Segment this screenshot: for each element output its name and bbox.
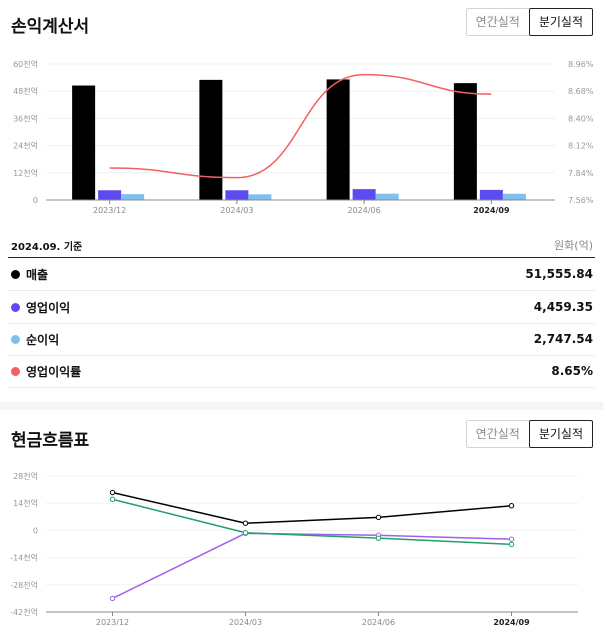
cashflow-tab-annual[interactable]: 연간실적 bbox=[465, 420, 530, 448]
income-row-net-income: 순이익 2,747.54 bbox=[8, 323, 595, 356]
legend-dot-net-income bbox=[11, 334, 20, 344]
row-value: 51,555.84 bbox=[525, 267, 593, 281]
y2-tick-label: 8.68% bbox=[568, 87, 594, 96]
data-point bbox=[508, 503, 515, 509]
y2-tick-label: 8.96% bbox=[568, 60, 594, 69]
y2-tick-label: 7.56% bbox=[568, 196, 594, 205]
data-point bbox=[242, 530, 249, 536]
unit-label: 원화(억) bbox=[554, 239, 593, 252]
y-tick-label: -28천억 bbox=[10, 580, 38, 590]
x-tick-label: 2024/03 bbox=[220, 206, 253, 215]
x-tick-label: 2023/12 bbox=[96, 618, 129, 627]
data-point bbox=[109, 595, 116, 602]
data-point bbox=[375, 514, 382, 521]
data-point bbox=[508, 536, 515, 542]
y2-tick-label: 7.84% bbox=[568, 169, 594, 178]
bar-operating-profit bbox=[352, 189, 376, 200]
y-tick-label: 36천억 bbox=[13, 113, 38, 123]
row-label: 순이익 bbox=[26, 332, 60, 347]
y-tick-label: -14천억 bbox=[10, 553, 38, 563]
cashflow-tabs: 연간실적 분기실적 bbox=[465, 420, 593, 448]
data-point bbox=[109, 489, 116, 496]
x-tick-label: 2024/06 bbox=[348, 206, 381, 215]
bar-net-income bbox=[502, 193, 526, 200]
cashflow-line-black bbox=[112, 491, 512, 524]
y-tick-label: 24천억 bbox=[13, 141, 38, 151]
y-tick-label: 60천억 bbox=[13, 59, 38, 69]
cashflow-title: 현금흐름표 bbox=[11, 431, 90, 451]
row-label: 영업이익 bbox=[26, 300, 71, 315]
row-value: 2,747.54 bbox=[533, 332, 593, 346]
section-divider bbox=[0, 402, 603, 410]
data-point bbox=[109, 496, 116, 503]
bar-revenue bbox=[326, 79, 350, 200]
x-tick-label: 2023/12 bbox=[93, 206, 126, 215]
bar-net-income bbox=[121, 194, 145, 200]
margin-line bbox=[109, 73, 492, 179]
y-tick-label: 48천억 bbox=[13, 86, 38, 96]
data-point bbox=[242, 520, 249, 526]
income-row-revenue: 매출 51,555.84 bbox=[8, 258, 595, 291]
income-title: 손익계산서 bbox=[11, 17, 90, 37]
row-label: 영업이익률 bbox=[26, 364, 82, 379]
basis-date: 2024.09. 기준 bbox=[11, 242, 83, 253]
cashflow-line-purple bbox=[112, 532, 512, 600]
income-chart: 0 12천억 24천억 36천억 48천억 60천억 7.56% 7.84% 8.12% 8.40… bbox=[13, 59, 594, 215]
cashflow-tab-quarterly[interactable]: 분기실적 bbox=[528, 420, 593, 448]
y2-tick-label: 8.12% bbox=[568, 142, 594, 151]
y-tick-label: 12천억 bbox=[13, 168, 38, 178]
y-tick-label: 28천억 bbox=[13, 471, 38, 481]
y2-tick-label: 8.40% bbox=[568, 114, 594, 123]
legend-dot-operating-profit bbox=[11, 302, 20, 312]
bar-net-income bbox=[375, 193, 399, 200]
bar-revenue bbox=[453, 83, 477, 200]
legend-dot-revenue bbox=[11, 269, 20, 279]
row-value: 4,459.35 bbox=[533, 300, 593, 314]
table-header-line bbox=[8, 257, 595, 258]
bar-operating-profit bbox=[225, 190, 249, 200]
x-tick-label: 2024/09 bbox=[493, 618, 530, 627]
y-tick-label: 14천억 bbox=[13, 498, 38, 508]
income-tab-quarterly[interactable]: 분기실적 bbox=[528, 8, 593, 36]
legend-dot-operating-margin bbox=[11, 366, 20, 376]
income-row-operating-margin: 영업이익률 8.65% bbox=[8, 355, 595, 388]
row-label: 매출 bbox=[26, 267, 49, 282]
bar-operating-profit bbox=[479, 189, 503, 200]
y-tick-label: 0 bbox=[33, 526, 38, 535]
income-tabs: 연간실적 분기실적 bbox=[465, 8, 593, 36]
x-tick-label: 2024/09 bbox=[473, 206, 510, 215]
cashflow-line-green bbox=[112, 498, 512, 546]
bar-net-income bbox=[248, 194, 272, 200]
x-tick-label: 2024/03 bbox=[229, 618, 262, 627]
bar-operating-profit bbox=[98, 190, 122, 200]
y-tick-label: -42천억 bbox=[10, 607, 38, 617]
income-row-operating-profit: 영업이익 4,459.35 bbox=[8, 291, 595, 324]
data-point bbox=[508, 541, 515, 548]
x-tick-label: 2024/06 bbox=[362, 618, 395, 627]
bar-revenue bbox=[199, 79, 223, 200]
row-value: 8.65% bbox=[551, 364, 593, 378]
y-tick-label: 0 bbox=[33, 196, 38, 205]
data-point bbox=[375, 535, 382, 541]
bar-revenue bbox=[72, 85, 96, 200]
